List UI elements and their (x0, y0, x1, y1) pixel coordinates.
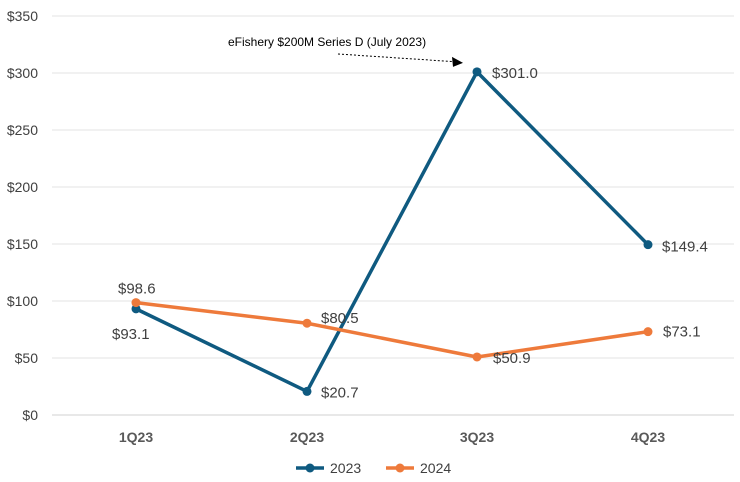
data-label-2024-2Q23: $80.5 (321, 310, 359, 327)
series-line-2023 (134, 70, 650, 394)
point-2023-1Q23 (131, 304, 141, 314)
data-label-2024-1Q23: $98.6 (118, 281, 156, 298)
data-label-2023-3Q23: $301.0 (492, 65, 538, 82)
x-tick-label: 2Q23 (290, 429, 324, 445)
annotation-text: eFishery $200M Series D (July 2023) (228, 35, 426, 49)
point-2024-4Q23 (643, 327, 653, 337)
data-label-2024-4Q23: $73.1 (663, 324, 701, 341)
point-2024-3Q23 (472, 352, 482, 362)
y-tick-label: $350 (7, 8, 38, 24)
data-label-2023-4Q23: $149.4 (662, 239, 708, 256)
annotation: eFishery $200M Series D (July 2023) (228, 35, 463, 67)
legend: 2023 2024 (296, 460, 451, 476)
series-layer (131, 67, 653, 396)
x-tick-label: 1Q23 (119, 429, 153, 445)
y-tick-label: $250 (7, 122, 38, 138)
annotation-arrowhead (452, 56, 463, 67)
x-axis: 1Q23 2Q23 3Q23 4Q23 (119, 429, 665, 445)
data-label-2023-2Q23: $20.7 (321, 384, 359, 401)
data-label-2023-1Q23: $93.1 (112, 326, 150, 343)
legend-marker-2024 (395, 463, 405, 473)
legend-label-2024: 2024 (420, 460, 451, 476)
point-2023-3Q23 (472, 67, 482, 77)
point-2023-2Q23 (302, 386, 312, 396)
data-label-2024-3Q23: $50.9 (493, 350, 531, 367)
x-tick-label: 3Q23 (460, 429, 494, 445)
y-tick-label: $50 (15, 350, 39, 366)
y-tick-label: $0 (22, 407, 38, 423)
point-2024-2Q23 (302, 318, 312, 328)
y-tick-label: $200 (7, 179, 38, 195)
y-tick-label: $100 (7, 293, 38, 309)
y-tick-label: $150 (7, 236, 38, 252)
legend-label-2023: 2023 (330, 460, 361, 476)
gridlines (52, 15, 734, 416)
point-2023-4Q23 (643, 240, 653, 250)
point-2024-1Q23 (131, 298, 141, 308)
series-line-2024 (134, 300, 650, 359)
x-tick-label: 4Q23 (631, 429, 665, 445)
y-axis: $0 $50 $100 $150 $200 $250 $300 $350 (7, 8, 38, 423)
legend-marker-2023 (305, 463, 315, 473)
data-labels: $93.1 $20.7 $301.0 $149.4 $98.6 $80.5 $50.9 $73… (112, 65, 708, 402)
y-tick-label: $300 (7, 65, 38, 81)
annotation-arrow (337, 53, 458, 63)
